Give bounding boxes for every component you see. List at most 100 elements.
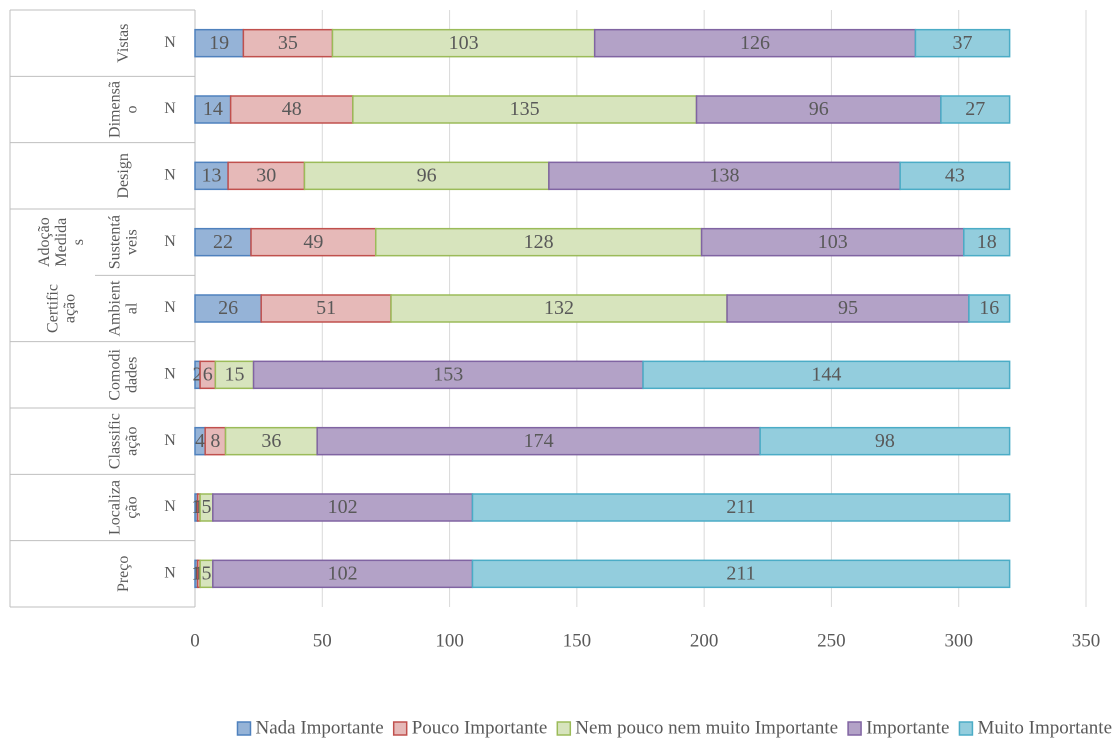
value-label: 132 [544,297,574,319]
bar-segment [229,95,354,124]
label-line: Adoção [36,217,53,267]
value-label: 5 [201,562,211,584]
x-tick-label: 100 [435,630,464,651]
value-label: 211 [726,496,755,518]
value-label: 174 [524,430,554,452]
value-label: 2 [193,363,203,385]
y-group-label: Certificação [44,284,78,333]
value-label: 96 [809,98,829,120]
y-sublabel: N [164,100,176,117]
bar-segment [194,161,229,191]
y-category-label: Classificação [106,413,140,469]
value-label: 135 [510,98,540,120]
value-label: 6 [203,363,213,385]
legend-swatch [958,721,974,736]
legend: Nada Importante Pouco Importante Nem pouco… [236,717,1112,738]
value-label: 19 [209,32,229,54]
bar-segment [316,426,761,456]
y-sublabel: N [164,432,176,449]
bar-segment [212,559,474,589]
value-label: 15 [224,363,244,385]
value-label: 128 [524,231,554,253]
bar-segment [968,294,1011,323]
value-label: 103 [449,32,479,54]
y-category-label: Design [115,153,132,198]
bar-segment [759,426,1011,456]
value-label: 26 [218,297,238,319]
y-sublabel: N [164,299,176,316]
bar-segment [331,28,596,58]
legend-label: Pouco Importante [412,717,548,738]
x-tick-label: 200 [690,630,719,651]
bar-segment [963,227,1011,257]
value-label: 5 [201,496,211,518]
bar-segment [940,95,1011,124]
value-label: 102 [328,562,358,584]
value-label: 30 [256,164,276,186]
bar-segment [242,28,334,58]
label-line: Certific [44,284,61,333]
value-label: 95 [838,297,858,319]
value-label: 1 [191,562,201,584]
bar-segment [726,294,970,323]
value-label: 98 [875,430,895,452]
value-label: 16 [979,297,999,319]
x-tick-label: 50 [313,630,332,651]
value-label: 126 [740,32,770,54]
value-label: 43 [945,164,965,186]
bar-segment [303,161,550,191]
y-category-label: Sustentáveis [106,215,140,269]
bar-segment [227,161,306,191]
value-label: 4 [195,430,205,452]
value-label: 96 [417,164,437,186]
label-line: ação [123,427,140,456]
value-label: 211 [726,562,755,584]
legend-swatch [847,721,862,736]
y-sublabel: N [164,498,176,515]
y-category-label: Localização [106,480,140,535]
value-label: 22 [213,231,233,253]
legend-label: Muito Importante [977,717,1112,738]
legend-swatch [556,721,572,736]
bar-segment [471,559,1011,589]
value-label: 1 [194,562,204,584]
label-line: Medida [53,218,70,267]
bar-segment [250,227,377,257]
bar-segment [194,95,232,124]
value-label: 37 [953,32,973,54]
value-label: 36 [261,430,281,452]
label-line: Dimensã [106,81,123,138]
y-sublabel: N [164,167,176,184]
y-category-label: Comodidades [106,348,140,400]
x-tick-label: 300 [944,630,973,651]
y-sublabel: N [164,233,176,250]
label-line: Design [115,153,132,198]
label-line: veis [123,229,140,255]
bar-segment [914,28,1011,58]
y-category-label: Ambiental [106,280,140,337]
label-line: dades [123,357,140,393]
bar-segment [390,294,728,323]
bar-segment [593,28,917,58]
value-label: 1 [194,496,204,518]
y-sublabel: N [164,565,176,582]
y-category-label: Preço [115,556,132,592]
label-line: Preço [115,556,132,592]
value-label: 103 [818,231,848,253]
x-tick-label: 250 [817,630,846,651]
bar-segment [224,426,318,456]
label-line: ção [123,496,140,518]
value-label: 153 [433,363,463,385]
bar-segment [695,95,942,124]
value-label: 35 [278,32,298,54]
legend-label: Nem pouco nem muito Importante [575,717,838,738]
label-line: ação [61,294,78,323]
y-sublabel: N [164,366,176,383]
value-label: 1 [191,496,201,518]
label-line: Comodi [106,348,123,400]
bar-segment [471,493,1011,522]
y-sublabel: N [164,34,176,51]
label-line: Classific [106,413,123,469]
